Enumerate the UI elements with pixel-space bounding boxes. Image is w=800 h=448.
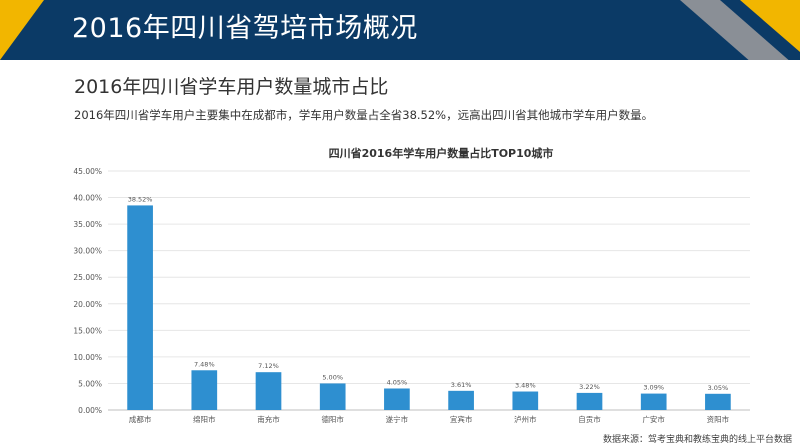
corner-stripes-decoration [680, 0, 800, 60]
x-tick-label: 南充市 [257, 414, 280, 424]
y-tick-label: 45.00% [73, 167, 102, 176]
y-tick-label: 15.00% [73, 326, 102, 335]
x-tick-label: 宜宾市 [450, 414, 473, 424]
x-tick-label: 广安市 [642, 414, 665, 424]
y-tick-label: 20.00% [73, 300, 102, 309]
y-tick-label: 30.00% [73, 247, 102, 256]
data-label: 3.22% [579, 383, 600, 391]
page-title: 2016年四川省驾培市场概况 [72, 13, 418, 44]
x-tick-label: 遂宁市 [386, 414, 409, 424]
y-tick-label: 40.00% [73, 194, 102, 203]
bar [384, 388, 410, 410]
bar [448, 390, 474, 410]
data-label: 7.12% [258, 362, 279, 370]
bar [640, 393, 667, 410]
section-title: 2016年四川省学车用户数量城市占比 [74, 76, 389, 98]
x-tick-label: 资阳市 [707, 414, 730, 424]
header-bar: 2016年四川省驾培市场概况 [0, 0, 800, 60]
bar [255, 372, 282, 410]
x-tick-label: 绵阳市 [193, 414, 216, 424]
bar [512, 391, 539, 410]
chart-title: 四川省2016年学车用户数量占比TOP10城市 [329, 146, 554, 160]
x-tick-label: 泸州市 [514, 414, 537, 424]
bar [319, 383, 346, 410]
y-tick-label: 0.00% [78, 406, 102, 415]
data-source-note: 数据来源：驾考宝典和教练宝典的线上平台数据 [602, 435, 792, 445]
corner-triangle-yellow [0, 0, 44, 60]
data-label: 3.05% [708, 384, 729, 392]
x-tick-label: 成都市 [129, 414, 152, 424]
y-tick-label: 25.00% [73, 273, 102, 282]
summary-text: 2016年四川省学车用户主要集中在成都市，学车用户数量占全省38.52%，远高出… [74, 108, 654, 122]
data-label: 3.61% [451, 381, 472, 389]
y-tick-label: 35.00% [73, 220, 102, 229]
y-tick-label: 10.00% [73, 353, 102, 362]
data-label: 3.48% [515, 382, 536, 390]
bar [191, 370, 218, 410]
bar [576, 392, 603, 410]
data-label: 38.52% [128, 195, 153, 203]
data-label: 5.00% [322, 373, 343, 381]
data-label: 3.09% [643, 384, 664, 392]
x-tick-label: 自贡市 [578, 414, 601, 424]
bar [705, 393, 731, 410]
data-label: 7.48% [194, 360, 215, 368]
x-tick-label: 德阳市 [321, 414, 344, 424]
bar [127, 205, 153, 410]
data-label: 4.05% [387, 378, 408, 386]
y-tick-label: 5.00% [78, 379, 102, 388]
